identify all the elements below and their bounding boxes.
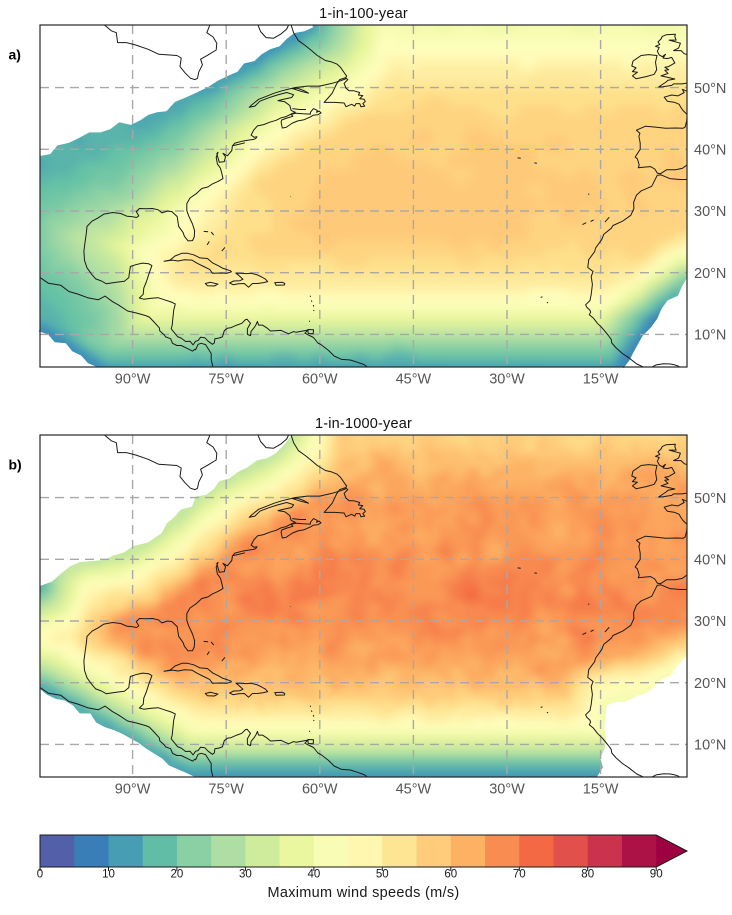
svg-text:15°W: 15°W — [583, 782, 619, 798]
svg-text:30: 30 — [239, 869, 252, 881]
svg-text:30°W: 30°W — [489, 782, 525, 798]
svg-text:b): b) — [9, 457, 22, 473]
svg-text:30°N: 30°N — [694, 614, 726, 630]
svg-text:20°N: 20°N — [694, 266, 726, 282]
svg-text:0: 0 — [37, 869, 43, 881]
svg-text:10: 10 — [102, 869, 115, 881]
svg-text:15°W: 15°W — [583, 372, 619, 388]
svg-text:70: 70 — [513, 869, 526, 881]
svg-text:40: 40 — [308, 869, 321, 881]
svg-text:10°N: 10°N — [694, 738, 726, 754]
svg-text:40°N: 40°N — [694, 143, 726, 159]
svg-text:50: 50 — [376, 869, 389, 881]
svg-text:1-in-1000-year: 1-in-1000-year — [315, 416, 412, 432]
svg-text:90°W: 90°W — [115, 782, 151, 798]
svg-text:1-in-100-year: 1-in-100-year — [319, 6, 408, 22]
svg-text:20°N: 20°N — [694, 676, 726, 692]
svg-text:45°W: 45°W — [396, 372, 432, 388]
svg-text:40°N: 40°N — [694, 553, 726, 569]
svg-text:80: 80 — [581, 869, 594, 881]
svg-text:50°N: 50°N — [694, 81, 726, 97]
svg-text:10°N: 10°N — [694, 328, 726, 344]
svg-text:60: 60 — [444, 869, 457, 881]
svg-text:30°N: 30°N — [694, 204, 726, 220]
svg-text:60°W: 60°W — [302, 372, 338, 388]
svg-text:75°W: 75°W — [208, 372, 244, 388]
svg-text:30°W: 30°W — [489, 372, 525, 388]
svg-text:90°W: 90°W — [115, 372, 151, 388]
svg-text:Maximum wind speeds (m/s): Maximum wind speeds (m/s) — [267, 885, 459, 901]
svg-text:50°N: 50°N — [694, 491, 726, 507]
svg-text:75°W: 75°W — [208, 782, 244, 798]
svg-text:a): a) — [9, 47, 21, 63]
svg-text:90: 90 — [650, 869, 663, 881]
svg-text:45°W: 45°W — [396, 782, 432, 798]
svg-text:60°W: 60°W — [302, 782, 338, 798]
svg-text:20: 20 — [171, 869, 184, 881]
